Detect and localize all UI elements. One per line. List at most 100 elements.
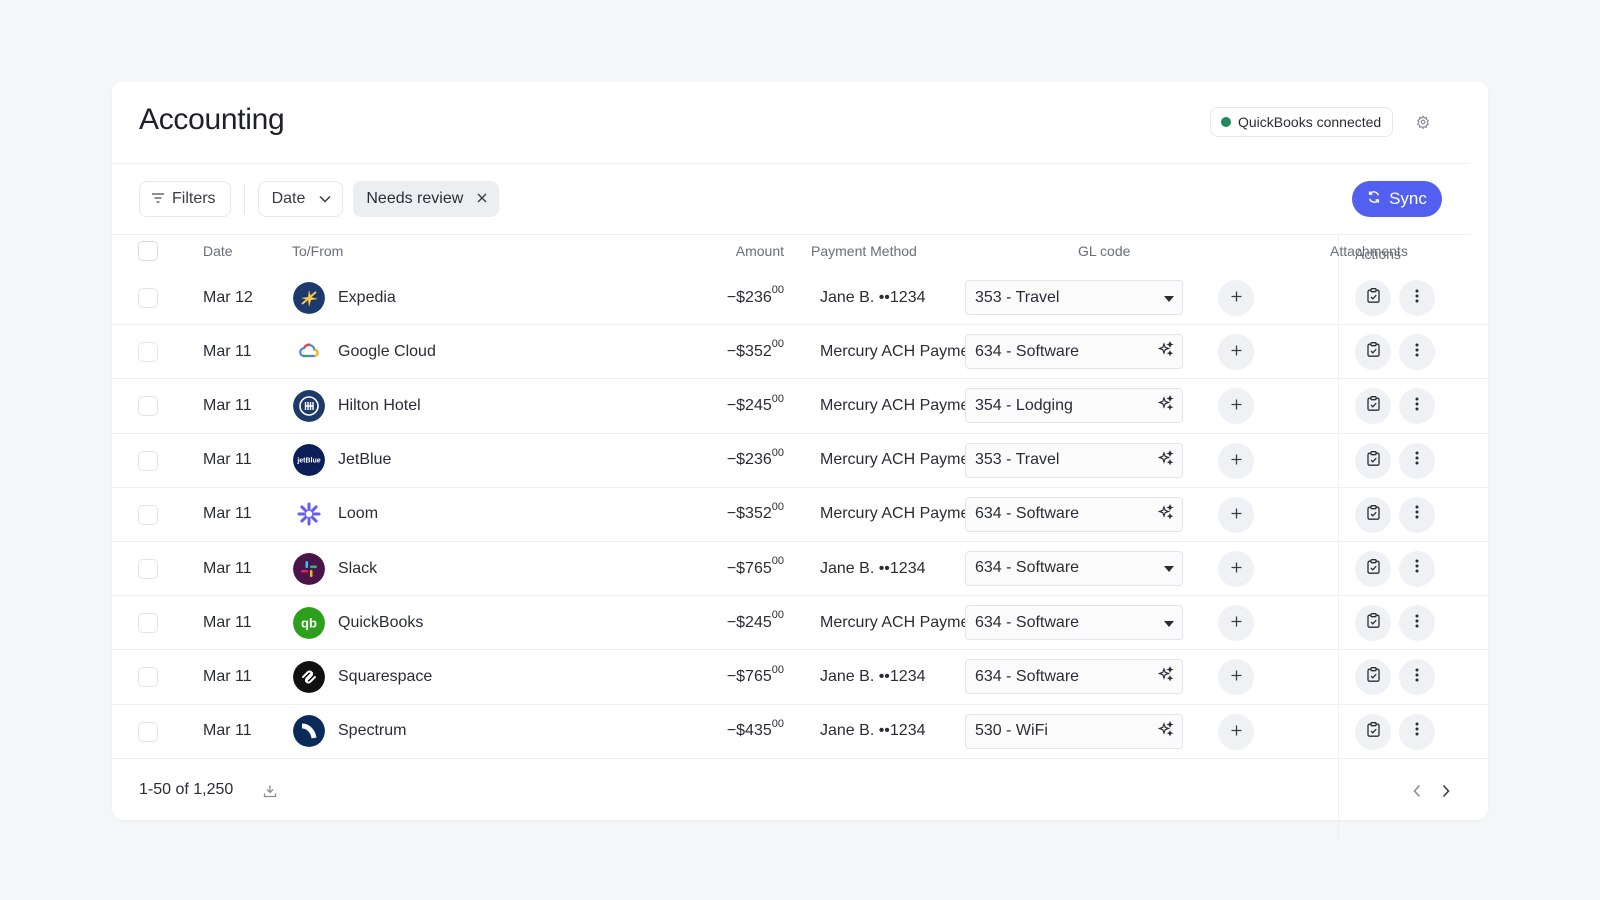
- row-checkbox[interactable]: [138, 450, 158, 471]
- more-actions-button[interactable]: [1399, 496, 1435, 533]
- row-vendor-name[interactable]: Slack: [338, 559, 378, 577]
- review-receipt-button[interactable]: [1355, 442, 1391, 479]
- more-actions-button[interactable]: [1399, 442, 1435, 479]
- sparkle-icon: [1157, 341, 1174, 357]
- review-receipt-button[interactable]: [1355, 550, 1391, 587]
- row-checkbox[interactable]: [138, 721, 158, 742]
- close-icon[interactable]: [477, 190, 487, 208]
- sparkle-icon: [1157, 503, 1174, 525]
- row-checkbox[interactable]: [138, 342, 158, 363]
- date-filter-dropdown[interactable]: Date: [257, 181, 344, 217]
- row-vendor-name[interactable]: Spectrum: [338, 722, 407, 740]
- quickbooks-status-badge[interactable]: QuickBooks connected: [1210, 107, 1394, 137]
- review-receipt-button[interactable]: [1355, 280, 1391, 316]
- select-all-checkbox[interactable]: [138, 241, 158, 261]
- more-actions-button[interactable]: [1399, 659, 1435, 696]
- review-receipt-button[interactable]: [1355, 659, 1391, 696]
- row-checkbox[interactable]: [138, 667, 158, 688]
- row-checkbox[interactable]: [138, 396, 158, 417]
- toolbar-divider: [243, 184, 245, 214]
- gl-code-select[interactable]: 634 - Software: [965, 659, 1183, 695]
- review-receipt-button[interactable]: [1355, 334, 1391, 371]
- gl-code-select[interactable]: 530 - WiFi: [965, 713, 1183, 749]
- column-header-payment-method[interactable]: Payment Method: [811, 243, 917, 259]
- row-payment-method: Jane B. ••1234: [820, 722, 926, 740]
- vendor-logo: [293, 488, 325, 541]
- column-header-attachments[interactable]: Attachments: [1330, 243, 1408, 259]
- caret-down-icon: [1164, 559, 1174, 577]
- add-attachment-button[interactable]: [1218, 388, 1254, 425]
- more-actions-button[interactable]: [1399, 713, 1435, 750]
- table-row[interactable]: Mar 11 qb QuickBooks −$24500 Mercury ACH…: [112, 596, 1488, 651]
- column-header-gl-code[interactable]: GL code: [1078, 243, 1131, 259]
- filter-chip-label: Needs review: [366, 190, 464, 207]
- amount-dollars: −$352: [726, 342, 772, 360]
- table-row[interactable]: Mar 12 Expedia −$23600 Jane B. ••1234 35…: [112, 271, 1488, 326]
- row-vendor-name[interactable]: Google Cloud: [338, 342, 436, 360]
- table-row[interactable]: Mar 11 jetBlue JetBlue −$23600 Mercury A…: [112, 434, 1488, 488]
- previous-page-button[interactable]: [1407, 781, 1427, 801]
- table-row[interactable]: Mar 11 Google Cloud −$35200 Mercury ACH …: [112, 325, 1488, 380]
- column-header-amount[interactable]: Amount: [735, 243, 784, 259]
- sync-button[interactable]: Sync: [1352, 181, 1442, 217]
- row-vendor-name[interactable]: Squarespace: [338, 667, 433, 685]
- add-attachment-button[interactable]: [1218, 659, 1254, 696]
- more-actions-button[interactable]: [1399, 280, 1435, 316]
- next-page-button[interactable]: [1436, 781, 1456, 801]
- add-attachment-button[interactable]: [1218, 550, 1254, 587]
- column-header-date[interactable]: Date: [203, 243, 233, 259]
- row-vendor-name[interactable]: JetBlue: [338, 451, 392, 469]
- review-receipt-button[interactable]: [1355, 605, 1391, 642]
- vendor-logo: [293, 542, 325, 595]
- table-row[interactable]: Mar 11 Loom −$35200 Mercury ACH Payment …: [112, 488, 1488, 542]
- gl-code-select[interactable]: 354 - Lodging: [965, 388, 1183, 424]
- gl-code-select[interactable]: 353 - Travel: [965, 280, 1183, 315]
- gl-code-select[interactable]: 634 - Software: [965, 334, 1183, 370]
- row-vendor-name[interactable]: Expedia: [338, 288, 396, 306]
- svg-text:jetBlue: jetBlue: [296, 458, 320, 465]
- add-attachment-button[interactable]: [1218, 496, 1254, 533]
- row-checkbox[interactable]: [138, 613, 158, 634]
- amount-dollars: −$765: [726, 667, 772, 685]
- plus-icon: [1231, 289, 1242, 307]
- add-attachment-button[interactable]: [1218, 334, 1254, 371]
- more-actions-button[interactable]: [1399, 334, 1435, 371]
- amount-cents: 00: [771, 501, 784, 514]
- more-actions-button[interactable]: [1399, 605, 1435, 642]
- filters-button[interactable]: Filters: [139, 181, 231, 217]
- google-cloud-logo-icon: [293, 335, 325, 368]
- row-vendor-name[interactable]: Loom: [338, 505, 379, 523]
- column-header-to-from[interactable]: To/From: [292, 243, 344, 259]
- row-date: Mar 11: [203, 559, 252, 577]
- review-receipt-button[interactable]: [1355, 496, 1391, 533]
- row-checkbox[interactable]: [138, 558, 158, 579]
- review-receipt-button[interactable]: [1355, 388, 1391, 425]
- add-attachment-button[interactable]: [1218, 280, 1254, 316]
- row-vendor-name[interactable]: Hilton Hotel: [338, 396, 421, 414]
- gl-code-select[interactable]: 634 - Software: [965, 496, 1183, 532]
- amount-cents: 00: [771, 446, 784, 459]
- gl-code-value: 530 - WiFi: [975, 722, 1048, 739]
- row-vendor-name[interactable]: QuickBooks: [338, 613, 424, 631]
- add-attachment-button[interactable]: [1218, 605, 1254, 642]
- gl-code-select[interactable]: 634 - Software: [965, 605, 1183, 641]
- vertical-dots-icon: [1415, 397, 1419, 416]
- add-attachment-button[interactable]: [1218, 442, 1254, 479]
- gear-icon[interactable]: [1414, 113, 1432, 131]
- gl-code-select[interactable]: 634 - Software: [965, 550, 1183, 586]
- add-attachment-button[interactable]: [1218, 713, 1254, 750]
- row-checkbox[interactable]: [138, 504, 158, 525]
- table-row[interactable]: Mar 11 Hilton Hotel −$24500 Mercury ACH …: [112, 379, 1488, 434]
- row-checkbox[interactable]: [138, 288, 158, 308]
- table-row[interactable]: Mar 11 Squarespace −$76500 Jane B. ••123…: [112, 650, 1488, 705]
- more-actions-button[interactable]: [1399, 388, 1435, 425]
- gl-code-select[interactable]: 353 - Travel: [965, 442, 1183, 478]
- table-row[interactable]: Mar 11 Slack −$76500 Jane B. ••1234 634 …: [112, 542, 1488, 597]
- table-row[interactable]: Mar 11 Spectrum −$43500 Jane B. ••1234 5…: [112, 705, 1488, 759]
- review-receipt-button[interactable]: [1355, 713, 1391, 750]
- row-amount: −$24500: [602, 596, 784, 649]
- actions-column-divider: [1338, 234, 1339, 840]
- clipboard-check-icon: [1366, 450, 1380, 471]
- more-actions-button[interactable]: [1399, 550, 1435, 587]
- download-icon[interactable]: [262, 783, 278, 799]
